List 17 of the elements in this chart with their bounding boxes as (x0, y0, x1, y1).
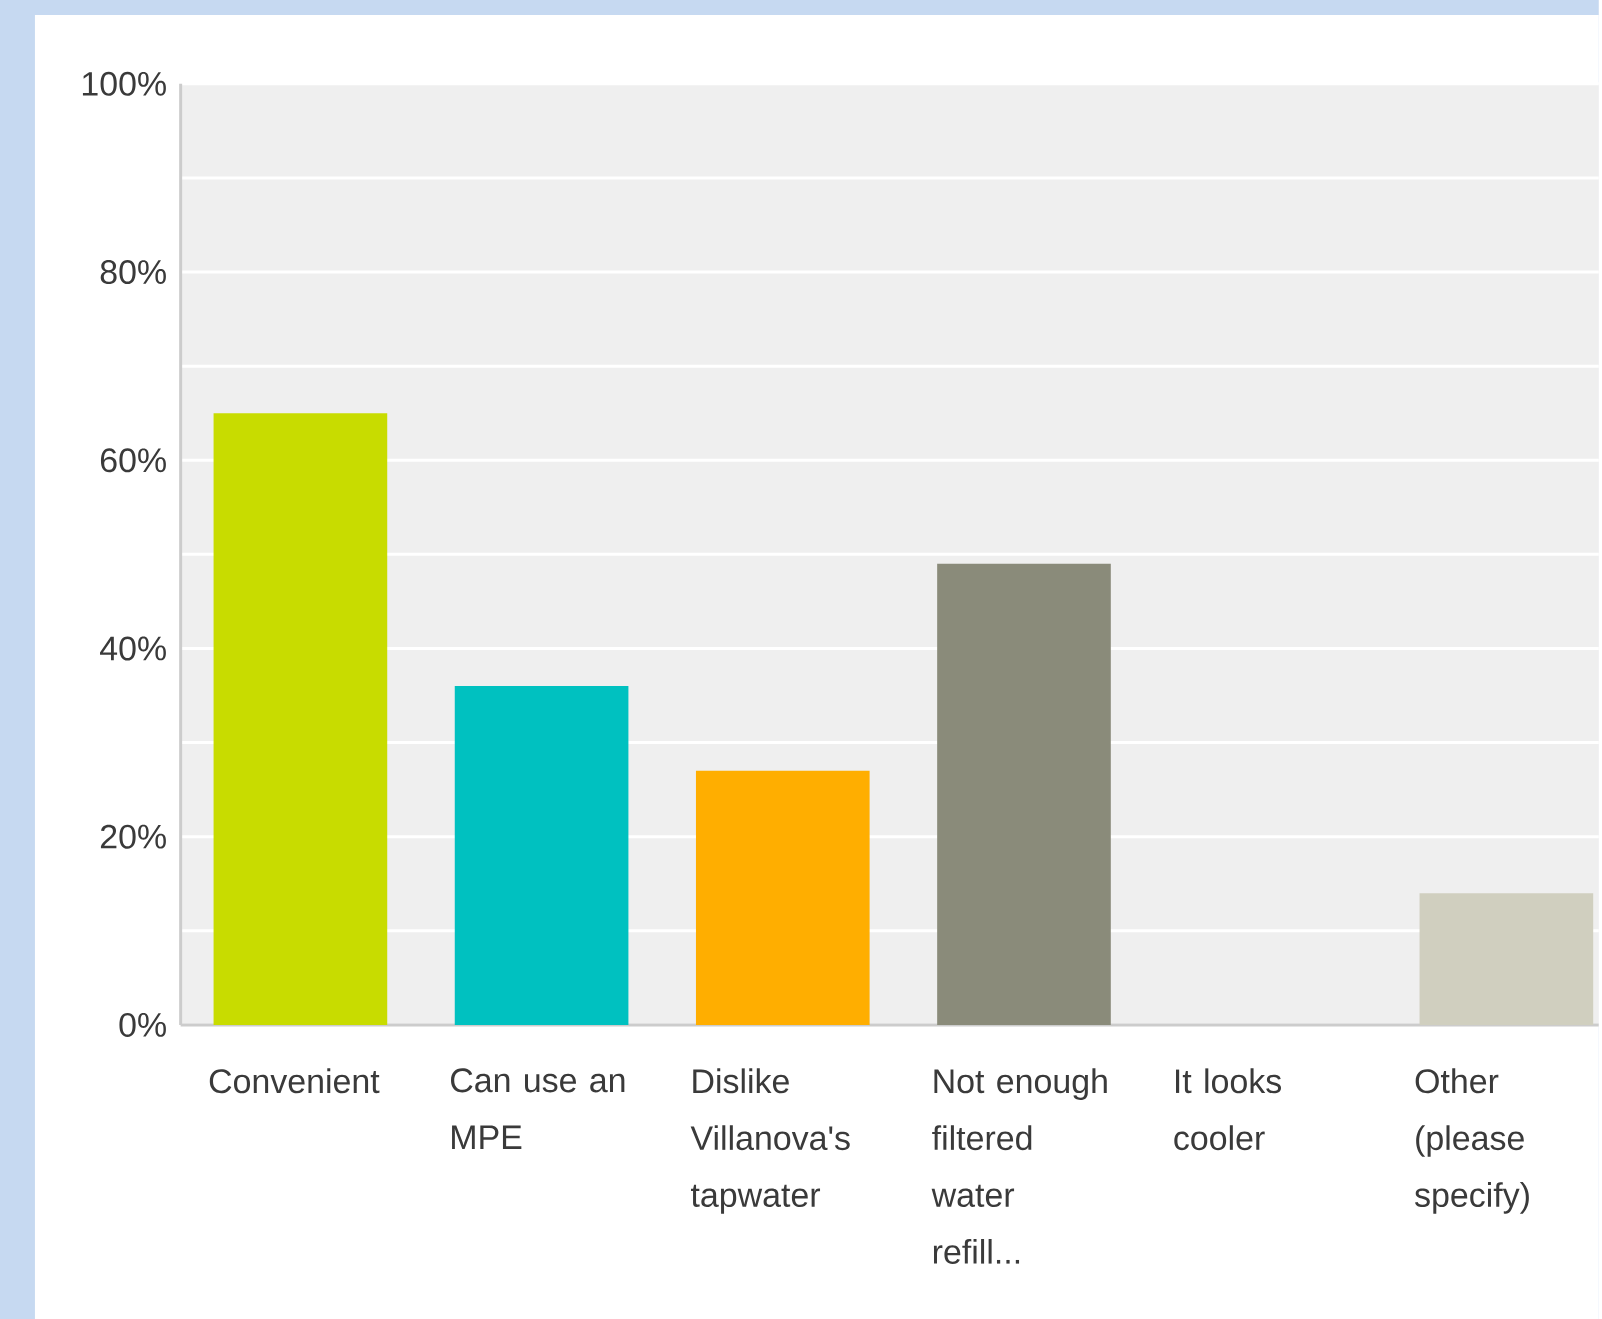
x-tick-label: Dislike Villanova's tapwater (690, 1068, 850, 1214)
x-tick-label: Convenient (209, 1068, 380, 1094)
x-tick-label: It looks cooler (1174, 1068, 1281, 1150)
y-tick-label: 40% (100, 636, 166, 661)
y-tick-label: 20% (100, 824, 166, 849)
x-tick-label: Other (please specify) (1415, 1068, 1529, 1214)
y-tick-label: 100% (82, 71, 166, 96)
x-tick-label: Not enough filtered water refill... (931, 1068, 1107, 1264)
y-tick-label: 60% (100, 448, 166, 473)
x-tick-label: Can use an MPE (451, 1068, 625, 1149)
bar (695, 770, 870, 1025)
bar (1419, 893, 1594, 1025)
y-tick-label: 0% (119, 1012, 166, 1037)
bar (454, 685, 629, 1025)
bar (937, 563, 1111, 1025)
y-tick-label: 80% (100, 259, 166, 284)
bar (213, 413, 388, 1025)
